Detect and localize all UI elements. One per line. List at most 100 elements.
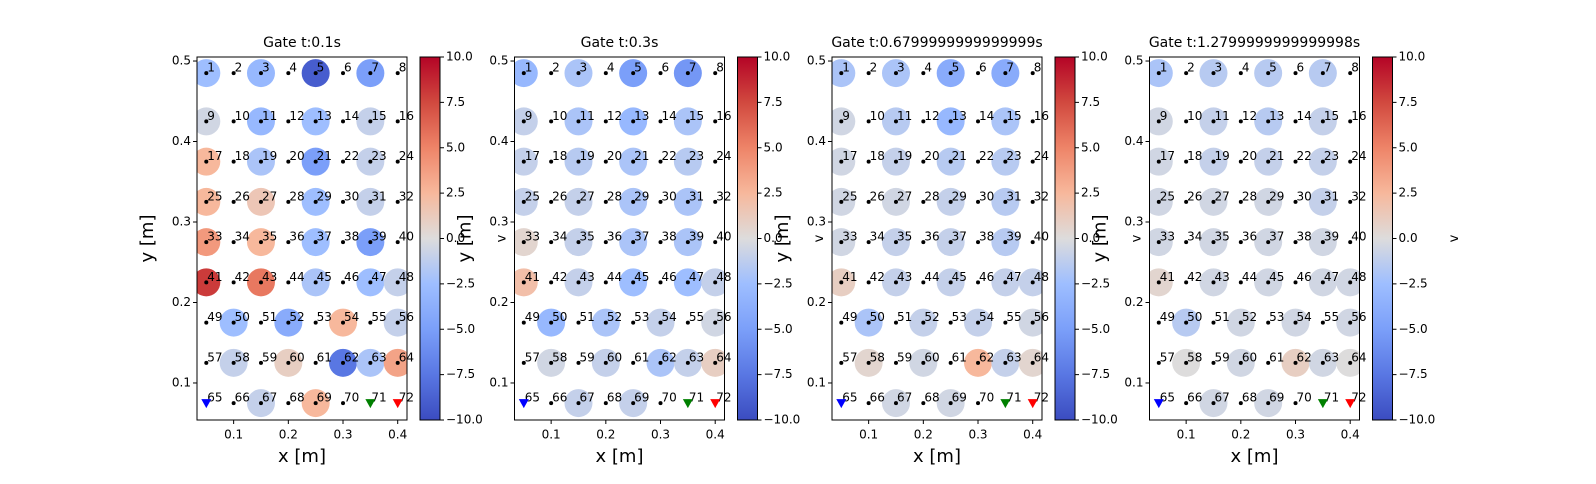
node-label: 26 xyxy=(870,189,885,203)
node-label: 24 xyxy=(716,149,731,163)
node xyxy=(866,360,871,365)
node xyxy=(631,199,636,204)
node-label: 22 xyxy=(979,149,994,163)
node-label: 27 xyxy=(897,189,912,203)
node-label: 18 xyxy=(870,149,885,163)
node-label: 11 xyxy=(1214,109,1229,123)
node xyxy=(1211,199,1216,204)
node-label: 33 xyxy=(842,230,857,244)
node-label: 58 xyxy=(870,350,885,364)
x-tick-label: 0.3 xyxy=(1286,428,1305,442)
node-label: 52 xyxy=(924,310,939,324)
node xyxy=(603,360,608,365)
node-label: 19 xyxy=(1214,149,1229,163)
node-value xyxy=(701,348,725,377)
node-label: 46 xyxy=(662,270,677,284)
node xyxy=(521,360,526,365)
colorbar-tick-label: −5.0 xyxy=(764,322,793,336)
node xyxy=(576,240,581,245)
node-label: 16 xyxy=(1351,109,1366,123)
node-label: 36 xyxy=(924,230,939,244)
support-marker xyxy=(1153,399,1164,409)
node xyxy=(368,71,373,76)
node xyxy=(395,199,400,204)
node xyxy=(1156,280,1161,285)
node-label: 4 xyxy=(1242,61,1250,75)
node-value xyxy=(832,147,856,176)
colorbar-tick-label: 2.5 xyxy=(1081,186,1100,200)
node-label: 45 xyxy=(317,270,332,284)
node xyxy=(1293,71,1298,76)
node xyxy=(368,280,373,285)
node-label: 9 xyxy=(1160,109,1168,123)
x-tick-label: 0.2 xyxy=(914,428,933,442)
node-label: 67 xyxy=(579,391,594,405)
node-value xyxy=(1336,308,1360,337)
node-label: 14 xyxy=(979,109,994,123)
node-label: 65 xyxy=(1160,391,1175,405)
node-label: 65 xyxy=(842,391,857,405)
node xyxy=(1211,119,1216,124)
node-label: 37 xyxy=(1269,230,1284,244)
x-tick-label: 0.1 xyxy=(224,428,243,442)
colorbar-tick-label: −5.0 xyxy=(446,322,475,336)
node-label: 62 xyxy=(344,350,359,364)
node-label: 37 xyxy=(952,230,967,244)
x-axis-label: x [m] xyxy=(1231,446,1279,467)
node-label: 51 xyxy=(262,310,277,324)
node-label: 35 xyxy=(1214,230,1229,244)
colorbar-tick-label: 2.5 xyxy=(764,186,783,200)
node xyxy=(948,320,953,325)
node xyxy=(1320,280,1325,285)
node xyxy=(204,240,209,245)
node-label: 38 xyxy=(344,230,359,244)
node xyxy=(948,280,953,285)
node-label: 15 xyxy=(1324,109,1339,123)
node xyxy=(1184,199,1189,204)
colorbar-tick-label: 7.5 xyxy=(1399,95,1418,109)
node-label: 2 xyxy=(552,61,560,75)
y-tick-label: 0.3 xyxy=(807,215,826,229)
x-tick-label: 0.4 xyxy=(706,428,725,442)
node-label: 30 xyxy=(1297,189,1312,203)
node xyxy=(921,159,926,164)
colorbar-tick-label: −5.0 xyxy=(1399,322,1428,336)
node-value xyxy=(1336,348,1360,377)
y-tick-label: 0.4 xyxy=(1124,134,1143,148)
node-label: 69 xyxy=(952,391,967,405)
node-label: 72 xyxy=(1351,391,1366,405)
node-label: 8 xyxy=(716,61,724,75)
node-label: 26 xyxy=(1187,189,1202,203)
node-label: 32 xyxy=(1034,189,1049,203)
y-tick-label: 0.2 xyxy=(1124,295,1143,309)
node xyxy=(1184,360,1189,365)
node-value xyxy=(832,228,856,257)
node xyxy=(866,240,871,245)
node-label: 70 xyxy=(1297,391,1312,405)
node xyxy=(576,360,581,365)
node xyxy=(549,71,554,76)
node-value xyxy=(514,107,538,136)
node xyxy=(1266,159,1271,164)
node-label: 68 xyxy=(924,391,939,405)
node xyxy=(1266,199,1271,204)
node-label: 50 xyxy=(870,310,885,324)
node-label: 50 xyxy=(552,310,567,324)
node xyxy=(685,280,690,285)
node xyxy=(1348,280,1353,285)
node-label: 31 xyxy=(1006,189,1021,203)
node-label: 42 xyxy=(235,270,250,284)
node xyxy=(258,401,263,406)
colorbar-tick-label: 10.0 xyxy=(1399,50,1426,64)
node xyxy=(204,119,209,124)
node-label: 57 xyxy=(207,350,222,364)
support-marker xyxy=(1000,399,1011,409)
node-label: 59 xyxy=(262,350,277,364)
node-label: 72 xyxy=(716,391,731,405)
node xyxy=(286,360,291,365)
node-label: 51 xyxy=(579,310,594,324)
node-label: 1 xyxy=(1160,61,1168,75)
node xyxy=(1184,401,1189,406)
node xyxy=(658,280,663,285)
